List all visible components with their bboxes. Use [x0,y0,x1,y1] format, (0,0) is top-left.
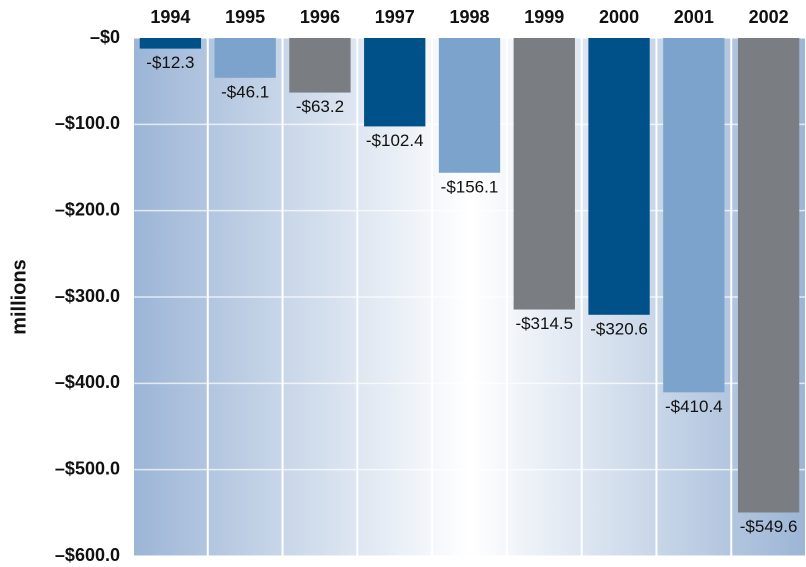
x-tick-label: 1995 [225,7,265,27]
x-tick-label: 2000 [599,7,639,27]
bar [139,38,202,49]
y-tick-label: –$500.0 [55,458,120,478]
data-label: -$314.5 [515,314,573,333]
data-label: -$156.1 [441,177,499,196]
bar [214,38,276,78]
bar [513,38,575,310]
y-tick-label: –$600.0 [55,545,120,565]
data-label: -$46.1 [221,82,269,101]
x-tick-label: 1998 [449,7,489,27]
x-tick-label: 1994 [150,7,190,27]
y-axis-title: millions [8,259,30,335]
y-tick-label: –$0 [90,27,120,47]
bar [737,38,800,513]
bar [438,38,501,173]
y-tick-label: –$200.0 [55,199,120,219]
y-tick-label: –$400.0 [55,372,120,392]
data-label: -$102.4 [366,131,424,150]
x-tick-label: 1999 [524,7,564,27]
bar [588,38,650,315]
x-tick-label: 1997 [375,7,415,27]
y-tick-label: –$100.0 [55,113,120,133]
data-label: -$410.4 [665,397,723,416]
x-tick-label: 2002 [749,7,789,27]
data-label: -$549.6 [740,517,798,536]
y-tick-label: –$300.0 [55,286,120,306]
data-label: -$12.3 [146,53,194,72]
x-tick-label: 2001 [674,7,714,27]
data-label: -$63.2 [296,97,344,116]
bar [663,38,725,393]
bar [364,38,426,127]
data-label: -$320.6 [590,319,648,338]
bar [289,38,351,93]
x-tick-label: 1996 [300,7,340,27]
